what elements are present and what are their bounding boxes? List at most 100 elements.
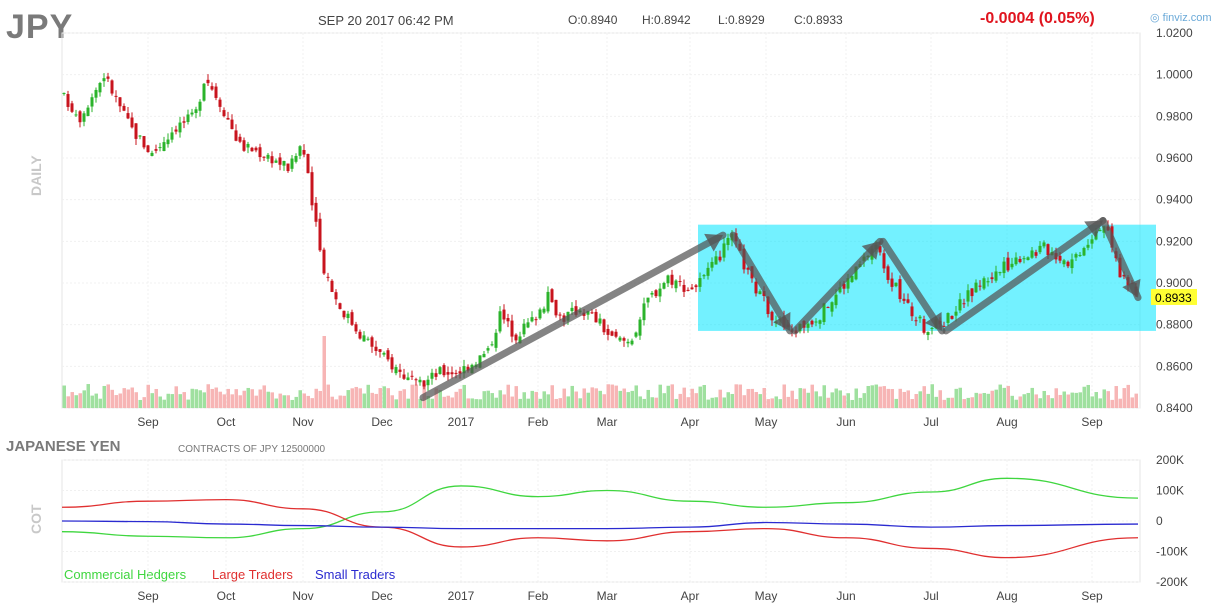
volume-bar: [274, 398, 278, 408]
price-x-tick: Dec: [371, 415, 392, 429]
volume-bar: [186, 399, 190, 408]
volume-bar: [630, 390, 634, 408]
volume-bar: [550, 385, 554, 408]
candle-body: [838, 287, 842, 293]
candle-body: [234, 130, 238, 141]
candle-body: [1038, 245, 1042, 253]
volume-bar: [742, 395, 746, 408]
price-y-tick: 0.8600: [1156, 359, 1193, 373]
volume-bar: [1058, 394, 1062, 408]
volume-bar: [970, 397, 974, 408]
candle-body: [618, 337, 622, 341]
volume-bar: [418, 398, 422, 408]
candle-body: [654, 290, 658, 297]
candle-body: [358, 331, 362, 339]
volume-bar: [722, 397, 726, 408]
price-x-tick: Aug: [996, 415, 1017, 429]
volume-bar: [122, 388, 126, 408]
candle-body: [910, 306, 914, 317]
volume-bar: [886, 388, 890, 408]
volume-bar: [982, 392, 986, 408]
cot-x-tick: Jun: [836, 589, 855, 603]
volume-bar: [710, 397, 714, 408]
cot-x-tick: Aug: [996, 589, 1017, 603]
brand-link[interactable]: ◎ finviz.com: [1150, 11, 1212, 24]
candle-body: [122, 105, 126, 111]
volume-bar: [1134, 393, 1138, 408]
candle-body: [62, 92, 66, 94]
cot-x-tick: 2017: [448, 589, 475, 603]
price-y-tick: 0.9000: [1156, 276, 1193, 290]
candle-body: [770, 311, 774, 321]
cot-x-tick: Dec: [371, 589, 392, 603]
volume-bar: [1042, 390, 1046, 408]
candle-body: [1058, 255, 1062, 261]
candle-body: [902, 298, 906, 301]
candle-body: [518, 336, 522, 344]
candle-body: [994, 271, 998, 281]
candle-body: [942, 325, 946, 327]
cot-series-small-traders: [61, 520, 1139, 530]
volume-bar: [1114, 386, 1118, 408]
volume-bar: [582, 388, 586, 408]
last-price-value: 0.8933: [1155, 291, 1192, 305]
volume-bar: [894, 398, 898, 408]
volume-bar: [126, 389, 130, 408]
volume-bar: [198, 390, 202, 408]
candle-body: [190, 112, 194, 115]
close-value: C:0.8933: [794, 13, 843, 27]
candle-body: [806, 323, 810, 328]
volume-bar: [90, 395, 94, 408]
candle-body: [1062, 260, 1066, 265]
volume-bar: [166, 393, 170, 408]
candle-body: [1082, 248, 1086, 256]
candle-body: [246, 143, 250, 148]
candle-body: [278, 157, 282, 165]
volume-bar: [726, 392, 730, 408]
volume-bar: [286, 395, 290, 408]
candle-body: [162, 142, 166, 152]
candle-body: [230, 119, 234, 130]
candle-body: [634, 332, 638, 337]
volume-bar: [870, 385, 874, 408]
candle-body: [586, 311, 590, 315]
candle-body: [830, 302, 834, 312]
volume-bar: [378, 388, 382, 408]
candle-body: [274, 160, 278, 163]
volume-bar: [1102, 389, 1106, 408]
price-x-tick: Jul: [923, 415, 938, 429]
candle-body: [386, 350, 390, 360]
candle-body: [522, 323, 526, 335]
volume-bar: [998, 384, 1002, 408]
candle-body: [414, 379, 418, 381]
volume-bar: [498, 390, 502, 408]
volume-bar: [306, 395, 310, 408]
candle-body: [854, 266, 858, 280]
volume-bar: [98, 398, 102, 408]
volume-bar: [762, 387, 766, 408]
candle-body: [966, 290, 970, 302]
candle-body: [898, 279, 902, 300]
cot-x-tick: Apr: [681, 589, 700, 603]
volume-bar: [218, 391, 222, 408]
volume-bar: [746, 388, 750, 408]
candle-body: [78, 111, 82, 123]
volume-bar: [546, 394, 550, 408]
candle-body: [814, 321, 818, 323]
candle-body: [66, 94, 70, 107]
volume-bar: [1098, 398, 1102, 408]
candle-body: [702, 275, 706, 277]
volume-bar: [614, 385, 618, 408]
candle-body: [406, 377, 410, 381]
candle-body: [206, 79, 210, 84]
volume-bar: [618, 390, 622, 408]
volume-bar: [402, 389, 406, 408]
cot-y-tick: 100K: [1156, 484, 1184, 498]
volume-bar: [882, 386, 886, 408]
candle-body: [1034, 252, 1038, 256]
volume-bar: [690, 388, 694, 408]
volume-bar: [670, 384, 674, 408]
volume-bar: [174, 386, 178, 408]
volume-bar: [606, 384, 610, 408]
